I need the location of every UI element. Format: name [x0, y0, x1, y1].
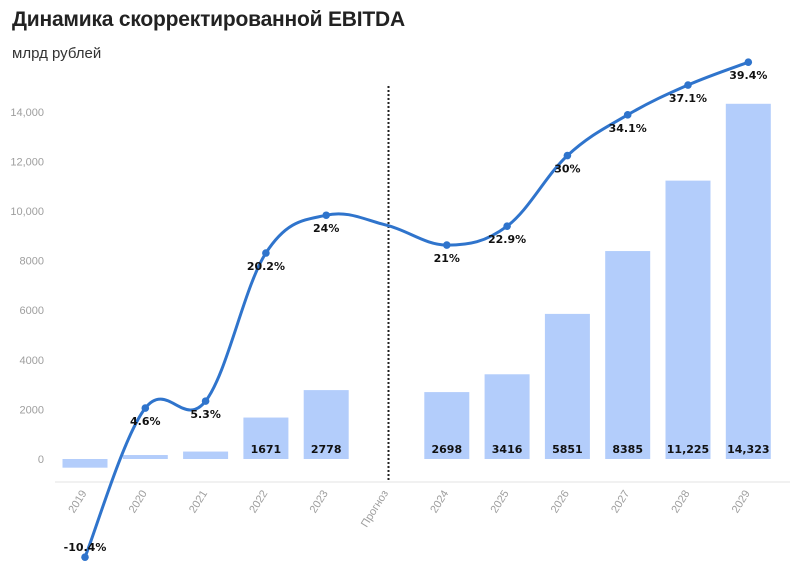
margin-point-2025 [503, 222, 511, 230]
x-tick-label: 2023 [308, 488, 331, 515]
bar-value-label: 11,225 [667, 443, 709, 456]
y-tick-label: 8000 [20, 256, 44, 268]
margin-label: -10.4% [64, 541, 107, 554]
x-tick-label: 2021 [187, 488, 210, 515]
bar-value-label: 5851 [552, 443, 583, 456]
margin-point-2021 [201, 397, 210, 405]
margin-label: 30% [554, 163, 580, 176]
margin-label: 39.4% [729, 69, 767, 82]
bar-2027 [605, 251, 651, 459]
bar-2024 [424, 392, 470, 459]
bar-value-label: 2698 [431, 443, 462, 456]
chart-subtitle: млрд рублей [12, 45, 102, 62]
x-tick-label: 2022 [247, 488, 270, 515]
x-tick-label: 2025 [488, 488, 511, 515]
bar-value-label: 2778 [311, 443, 342, 456]
bar-2021 [183, 451, 229, 459]
margin-point-2028 [684, 81, 692, 89]
margin-label: 20.2% [247, 260, 285, 273]
y-tick-label: 12,000 [10, 156, 44, 168]
y-tick-label: 10,000 [10, 206, 44, 218]
margin-point-2023 [322, 211, 331, 220]
bar-2029 [725, 103, 771, 459]
x-tick-label: 2024 [428, 488, 451, 515]
bar-2028 [665, 180, 711, 459]
x-tick-label: 2028 [669, 488, 692, 515]
y-tick-label: 0 [38, 454, 44, 466]
margin-label: 4.6% [130, 415, 161, 428]
margin-label: 5.3% [190, 408, 221, 421]
bar-2023 [303, 390, 349, 459]
y-tick-label: 2000 [20, 404, 44, 416]
bar-2020 [122, 455, 168, 459]
margin-label: 37.1% [669, 92, 707, 105]
margin-point-2026 [563, 151, 572, 160]
margin-point-2027 [623, 111, 632, 119]
x-tick-label: 2019 [66, 488, 89, 515]
x-tick-label: 2027 [609, 488, 632, 515]
x-tick-label: 2026 [549, 488, 572, 515]
margin-point-2024 [443, 241, 451, 249]
y-tick-label: 6000 [20, 305, 44, 317]
y-tick-label: 14,000 [10, 107, 44, 119]
bar-2022 [243, 417, 289, 459]
bar-2026 [544, 313, 590, 459]
margin-label: 24% [313, 222, 339, 235]
margin-point-2029 [744, 58, 753, 66]
bar-value-label: 3416 [492, 443, 523, 456]
margin-point-2020 [141, 404, 150, 412]
bar-value-label: 8385 [612, 443, 643, 456]
bar-2019 [62, 459, 108, 468]
x-tick-label: 2029 [730, 488, 753, 515]
y-tick-label: 4000 [20, 355, 44, 367]
bar-2025 [484, 374, 530, 459]
x-tick-label: Прогноз [359, 488, 391, 529]
margin-label: 34.1% [609, 122, 647, 135]
bar-value-label: 14,323 [727, 443, 769, 456]
margin-point-2022 [262, 249, 270, 257]
margin-label: 21% [434, 252, 460, 265]
margin-label: 22.9% [488, 233, 526, 246]
margin-point-2019 [81, 553, 89, 561]
x-tick-label: 2020 [127, 488, 150, 515]
bar-value-label: 1671 [251, 443, 282, 456]
chart-title: Динамика скорректированной EBITDA [12, 8, 405, 31]
